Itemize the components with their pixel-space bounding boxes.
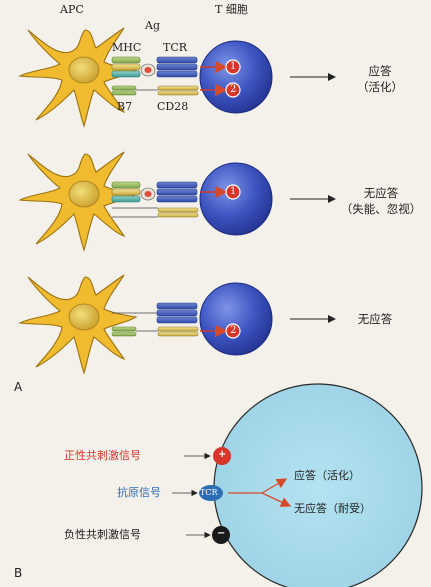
signal-2-icon: [225, 323, 241, 339]
row2-group: [19, 151, 336, 251]
tcr-symbol: TCR: [200, 488, 218, 497]
antigen-icon: [144, 67, 152, 73]
row3-result-line1: 无应答: [357, 312, 393, 326]
signal-2-icon: [225, 82, 241, 98]
row1-result-line1: 应答: [368, 64, 392, 78]
signal-1-number: 1: [230, 186, 237, 197]
antigen-icon: [144, 191, 152, 197]
panel-a-label: A: [14, 380, 23, 394]
cd28-receptor-icon: [157, 326, 199, 337]
large-t-cell-icon: [213, 383, 423, 587]
row1-group: [19, 27, 336, 127]
row1-result: 应答 （活化）: [345, 64, 415, 95]
apc-label: APC: [60, 3, 84, 16]
mhc-receptor-icon: [111, 181, 156, 203]
t-cell-icon: [199, 162, 273, 236]
row2-result: 无应答 （失能、忽视）: [335, 186, 427, 217]
b7-receptor-icon: [111, 326, 137, 337]
negative-signal-icon: [212, 526, 230, 544]
negative-signal-label: 负性共刺激信号: [64, 528, 141, 541]
b7-label: B7: [117, 100, 133, 113]
outcome-active-label: 应答（活化）: [294, 469, 360, 482]
t-cell-icon: [199, 40, 273, 114]
cd28-receptor-icon: [157, 85, 199, 96]
tcr-receptor-icon: [156, 181, 198, 203]
tolerance-arrow: [261, 492, 292, 507]
ag-label: Ag: [145, 19, 160, 32]
positive-signal-icon: [213, 447, 231, 465]
cd28-label: CD28: [157, 100, 189, 113]
row2-result-line2: （失能、忽视）: [340, 201, 422, 216]
cd28-receptor-icon: [157, 207, 199, 218]
row2-result-line1: 无应答: [363, 186, 399, 200]
tcr-label: TCR: [163, 41, 188, 54]
plus-symbol: +: [218, 449, 227, 460]
signal-1-number: 1: [230, 61, 237, 72]
panel-b-label: B: [14, 566, 23, 580]
apc-cell-icon: [19, 274, 137, 374]
activation-arrow: [261, 478, 288, 494]
minus-symbol: −: [217, 528, 226, 539]
row3-group: [19, 274, 336, 374]
row1-result-line2: （活化）: [357, 79, 403, 94]
signal-2-number: 2: [230, 84, 237, 95]
row3-result: 无应答: [345, 312, 405, 328]
signal-1-icon: [225, 59, 241, 75]
mhc-receptor-icon: [111, 56, 156, 78]
signal-2-number: 2: [230, 325, 237, 336]
t-cell-label: T 细胞: [215, 3, 248, 16]
t-cell-icon: [199, 282, 273, 356]
tcr-receptor-icon: [156, 302, 198, 324]
mhc-label: MHC: [112, 41, 142, 54]
signal-1-icon: [225, 184, 241, 200]
outcome-tolerant-label: 无应答（耐受）: [294, 502, 371, 515]
panel-b-group: [172, 383, 423, 587]
b7-receptor-icon: [111, 85, 137, 96]
antigen-signal-label: 抗原信号: [117, 486, 161, 499]
tcr-receptor-icon: [156, 56, 198, 78]
tcr-icon: [199, 485, 223, 501]
positive-signal-label: 正性共刺激信号: [64, 449, 141, 462]
